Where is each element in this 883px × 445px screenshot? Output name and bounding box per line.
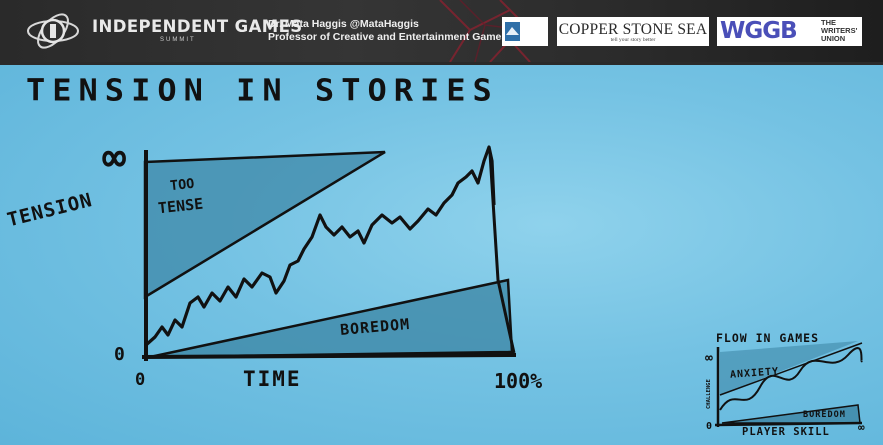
- y-axis-min-label: 0: [114, 344, 125, 365]
- sponsor-copper-stone-sea: COPPER STONE SEA tell your story better: [557, 17, 709, 46]
- wggb-logo: WGGB: [720, 18, 798, 44]
- inset-boredom-label: BOREDOM: [803, 410, 846, 420]
- board-title: TENSION IN STORIES: [26, 71, 499, 109]
- speaker-name: Dr. Mata Haggis @MataHaggis: [268, 18, 419, 30]
- sponsor-wggb: WGGB THE WRITERS' UNION: [717, 17, 862, 46]
- inset-y-axis-label: CHALLENGE: [706, 379, 712, 409]
- inset-x-axis: [714, 421, 863, 427]
- summit-subtitle: SUMMIT: [160, 37, 196, 43]
- wggb-union-label: THE WRITERS' UNION: [821, 18, 858, 43]
- x-axis-min-label: 0: [135, 370, 146, 390]
- boredom-region: [149, 278, 514, 359]
- inset-x-max-label: ∞: [858, 421, 865, 434]
- x-axis-max-label: 100%: [494, 369, 543, 393]
- university-crest-icon: [505, 22, 520, 41]
- copper-stone-sea-tagline: tell your story better: [610, 37, 656, 43]
- inset-x-axis-label: PLAYER SKILL: [742, 426, 830, 438]
- inset-y-min-label: 0: [706, 421, 713, 432]
- inset-upper-region: [720, 341, 858, 395]
- summit-title: INDEPENDENT GAMES: [92, 17, 303, 36]
- main-x-axis: [141, 353, 517, 359]
- copper-stone-sea-name: COPPER STONE SEA: [558, 21, 708, 38]
- tension-sketch-graphics: [141, 145, 863, 427]
- whiteboard-drawing: TENSION IN STORIES TENSION TIME ∞ 0 0 10…: [0, 62, 883, 445]
- inset-title: FLOW IN GAMES: [716, 331, 820, 345]
- y-axis-max-label: ∞: [102, 135, 127, 181]
- conference-header-bar: INDEPENDENT GAMES SUMMIT Dr. Mata Haggis…: [0, 0, 883, 62]
- too-tense-label-line1: TOO: [169, 175, 196, 195]
- igs-logo-icon: [27, 13, 79, 49]
- speaker-role: Professor of Creative and Entertainment …: [268, 31, 508, 43]
- x-axis-label: TIME: [243, 367, 302, 391]
- inset-y-max-label: ∞: [705, 351, 713, 366]
- tension-curve: [144, 145, 496, 347]
- inset-diagonal-line: [719, 342, 863, 396]
- sponsor-university-logo: [502, 17, 548, 46]
- inset-flow-curve: [719, 347, 863, 411]
